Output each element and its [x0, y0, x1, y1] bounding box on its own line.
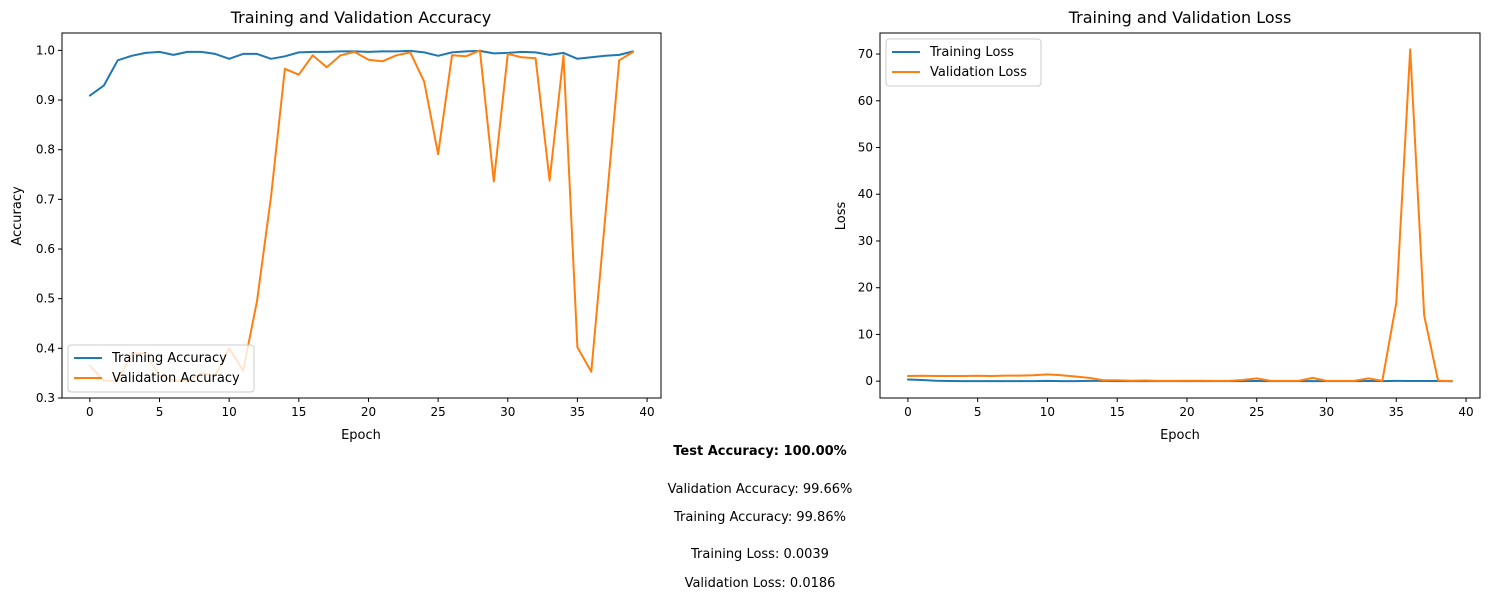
- accuracy-xtick-label: 10: [222, 405, 237, 419]
- loss-ytick-label: 0: [865, 374, 873, 388]
- loss-ytick-label: 70: [858, 47, 873, 61]
- accuracy-legend-label: Training Accuracy: [111, 351, 227, 366]
- training-loss-text: Training Loss: 0.0039: [691, 547, 829, 562]
- accuracy-chart-title: Training and Validation Accuracy: [230, 8, 492, 27]
- loss-legend-label: Training Loss: [929, 45, 1014, 60]
- loss-xtick-label: 0: [904, 405, 912, 419]
- loss-xtick-label: 40: [1458, 405, 1473, 419]
- accuracy-plot-frame: [61, 32, 662, 399]
- loss-chart-ylabel: Loss: [834, 202, 849, 231]
- loss-ytick-label: 50: [858, 141, 873, 155]
- loss-ytick-label: 30: [858, 234, 873, 248]
- accuracy-legend: Training Accuracy Validation Accuracy: [67, 344, 255, 393]
- validation-loss-text: Validation Loss: 0.0186: [684, 576, 836, 591]
- loss-legend-label: Validation Loss: [930, 65, 1027, 80]
- loss-ytick-label: 20: [858, 281, 873, 295]
- loss-ytick-label: 40: [858, 187, 873, 201]
- accuracy-chart-ylabel: Accuracy: [10, 186, 25, 246]
- loss-plot-frame: [879, 32, 1481, 399]
- loss-xtick-label: 5: [974, 405, 982, 419]
- test-accuracy-text: Test Accuracy: 100.00%: [673, 444, 847, 459]
- accuracy-xtick-label: 35: [570, 405, 585, 419]
- accuracy-ytick-label: 0.4: [36, 341, 55, 355]
- accuracy-xtick-label: 40: [639, 405, 654, 419]
- accuracy-ytick-label: 0.7: [36, 192, 55, 206]
- loss-legend: Training Loss Validation Loss: [885, 38, 1042, 87]
- accuracy-xtick-label: 30: [500, 405, 515, 419]
- loss-ytick-label: 60: [858, 94, 873, 108]
- accuracy-chart-xlabel: Epoch: [341, 428, 381, 443]
- accuracy-ytick-label: 0.3: [36, 391, 55, 405]
- accuracy-legend-box: [67, 344, 255, 393]
- accuracy-xtick-label: 20: [361, 405, 376, 419]
- accuracy-ytick-label: 1.0: [36, 43, 55, 57]
- loss-xtick-label: 25: [1249, 405, 1264, 419]
- accuracy-series-validation-line: [88, 49, 635, 382]
- accuracy-chart: Training and Validation Accuracy Epoch A…: [10, 8, 662, 443]
- loss-ytick-label: 10: [858, 327, 873, 341]
- accuracy-ytick-label: 0.9: [36, 93, 55, 107]
- loss-xtick-label: 20: [1179, 405, 1194, 419]
- accuracy-ytick-label: 0.8: [36, 143, 55, 157]
- validation-accuracy-text: Validation Accuracy: 99.66%: [667, 482, 853, 497]
- loss-xtick-label: 10: [1040, 405, 1055, 419]
- loss-xtick-label: 35: [1389, 405, 1404, 419]
- accuracy-series-training-line: [88, 49, 635, 97]
- accuracy-legend-label: Validation Accuracy: [112, 371, 240, 386]
- loss-xtick-label: 30: [1319, 405, 1334, 419]
- training-accuracy-text: Training Accuracy: 99.86%: [674, 510, 846, 525]
- accuracy-ytick-label: 0.5: [36, 292, 55, 306]
- accuracy-xtick-label: 25: [430, 405, 445, 419]
- loss-series-validation-line: [906, 48, 1454, 383]
- accuracy-xtick-label: 15: [291, 405, 306, 419]
- loss-xtick-label: 15: [1110, 405, 1125, 419]
- accuracy-xtick-label: 0: [86, 405, 94, 419]
- accuracy-xtick-label: 5: [156, 405, 164, 419]
- loss-chart-xlabel: Epoch: [1160, 428, 1200, 443]
- loss-chart-title: Training and Validation Loss: [1068, 8, 1292, 27]
- loss-legend-box: [885, 38, 1042, 87]
- loss-chart: Training and Validation Loss Epoch Loss …: [834, 8, 1481, 443]
- accuracy-ytick-label: 0.6: [36, 242, 55, 256]
